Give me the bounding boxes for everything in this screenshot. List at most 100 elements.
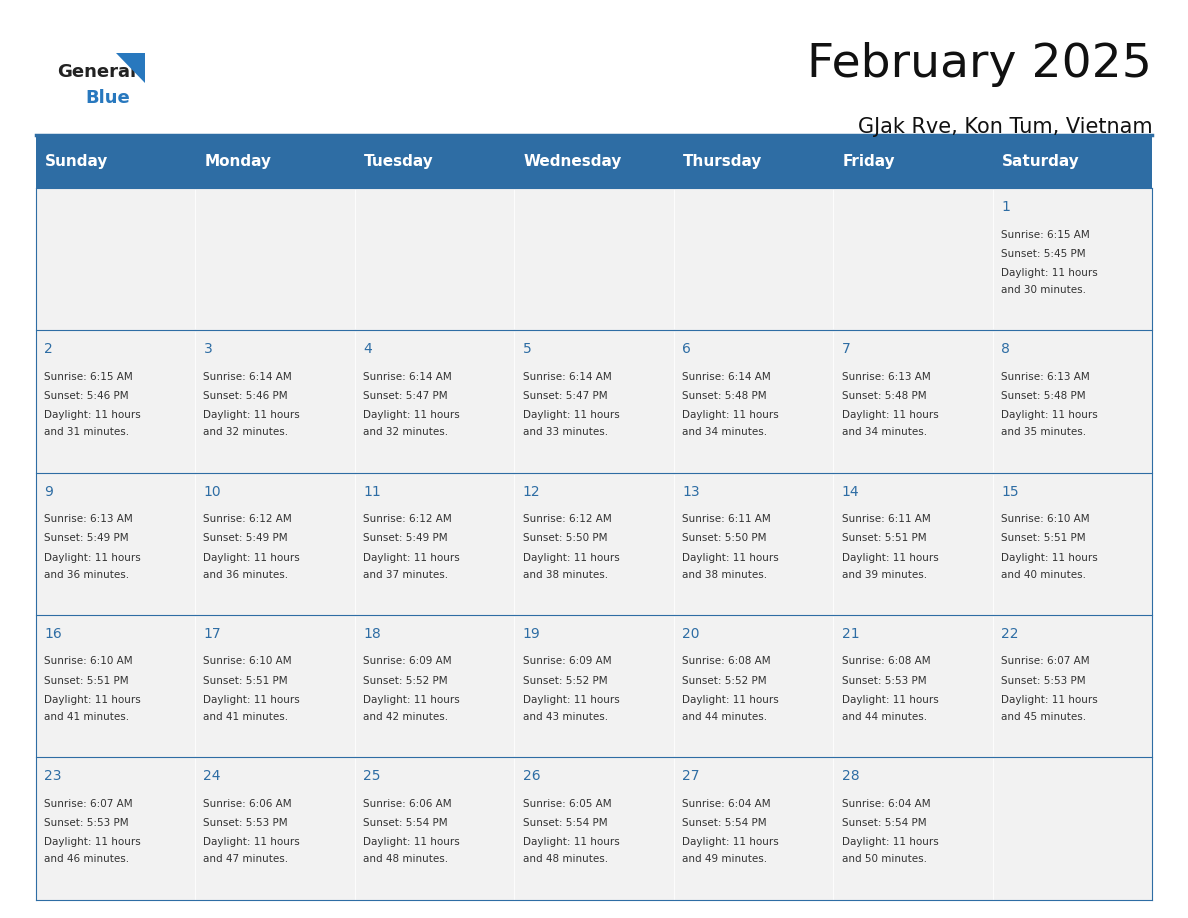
Text: and 43 minutes.: and 43 minutes. bbox=[523, 711, 608, 722]
Bar bbox=[993, 757, 1152, 900]
Text: Daylight: 11 hours: Daylight: 11 hours bbox=[1001, 410, 1098, 420]
Text: Daylight: 11 hours: Daylight: 11 hours bbox=[44, 837, 140, 847]
Text: Sunset: 5:53 PM: Sunset: 5:53 PM bbox=[1001, 676, 1086, 686]
Text: February 2025: February 2025 bbox=[808, 41, 1152, 87]
Text: Sunrise: 6:10 AM: Sunrise: 6:10 AM bbox=[44, 656, 133, 666]
Text: 25: 25 bbox=[364, 769, 380, 783]
Text: and 39 minutes.: and 39 minutes. bbox=[841, 569, 927, 579]
Text: 20: 20 bbox=[682, 627, 700, 641]
Bar bbox=[195, 330, 355, 473]
Text: 27: 27 bbox=[682, 769, 700, 783]
Text: Sunrise: 6:14 AM: Sunrise: 6:14 AM bbox=[523, 372, 612, 382]
Text: 26: 26 bbox=[523, 769, 541, 783]
Text: Sunset: 5:50 PM: Sunset: 5:50 PM bbox=[682, 533, 766, 543]
Text: Daylight: 11 hours: Daylight: 11 hours bbox=[364, 837, 460, 847]
Text: 18: 18 bbox=[364, 627, 381, 641]
Text: Sunset: 5:53 PM: Sunset: 5:53 PM bbox=[841, 676, 927, 686]
Text: and 33 minutes.: and 33 minutes. bbox=[523, 427, 608, 437]
Text: 13: 13 bbox=[682, 485, 700, 498]
Text: Thursday: Thursday bbox=[683, 154, 763, 169]
Text: Sunset: 5:49 PM: Sunset: 5:49 PM bbox=[203, 533, 289, 543]
Text: Sunset: 5:47 PM: Sunset: 5:47 PM bbox=[523, 391, 607, 401]
Text: 9: 9 bbox=[44, 485, 52, 498]
Bar bbox=[355, 615, 514, 757]
Text: Daylight: 11 hours: Daylight: 11 hours bbox=[203, 695, 301, 705]
Bar bbox=[195, 188, 355, 330]
Bar bbox=[355, 757, 514, 900]
Text: Sunset: 5:54 PM: Sunset: 5:54 PM bbox=[523, 818, 607, 828]
Text: Sunset: 5:52 PM: Sunset: 5:52 PM bbox=[523, 676, 607, 686]
Text: Sunset: 5:47 PM: Sunset: 5:47 PM bbox=[364, 391, 448, 401]
Text: Daylight: 11 hours: Daylight: 11 hours bbox=[203, 837, 301, 847]
Bar bbox=[674, 615, 833, 757]
Text: Blue: Blue bbox=[86, 89, 131, 107]
Text: Daylight: 11 hours: Daylight: 11 hours bbox=[523, 553, 619, 563]
Text: Daylight: 11 hours: Daylight: 11 hours bbox=[841, 837, 939, 847]
Text: Sunrise: 6:12 AM: Sunrise: 6:12 AM bbox=[203, 514, 292, 524]
Text: and 37 minutes.: and 37 minutes. bbox=[364, 569, 448, 579]
Text: 5: 5 bbox=[523, 342, 531, 356]
Text: 3: 3 bbox=[203, 342, 213, 356]
Text: Daylight: 11 hours: Daylight: 11 hours bbox=[682, 553, 779, 563]
Text: Sunday: Sunday bbox=[45, 154, 108, 169]
Text: Sunrise: 6:11 AM: Sunrise: 6:11 AM bbox=[841, 514, 930, 524]
Text: Daylight: 11 hours: Daylight: 11 hours bbox=[1001, 695, 1098, 705]
Text: Sunrise: 6:10 AM: Sunrise: 6:10 AM bbox=[1001, 514, 1089, 524]
Text: 23: 23 bbox=[44, 769, 62, 783]
Text: Sunrise: 6:04 AM: Sunrise: 6:04 AM bbox=[841, 799, 930, 809]
Text: Sunset: 5:51 PM: Sunset: 5:51 PM bbox=[1001, 533, 1086, 543]
Bar bbox=[993, 473, 1152, 615]
Text: Sunrise: 6:13 AM: Sunrise: 6:13 AM bbox=[1001, 372, 1089, 382]
Bar bbox=[514, 330, 674, 473]
Text: Sunset: 5:46 PM: Sunset: 5:46 PM bbox=[203, 391, 289, 401]
Text: and 34 minutes.: and 34 minutes. bbox=[682, 427, 767, 437]
Text: Sunset: 5:46 PM: Sunset: 5:46 PM bbox=[44, 391, 128, 401]
Text: Sunrise: 6:08 AM: Sunrise: 6:08 AM bbox=[682, 656, 771, 666]
Text: Sunset: 5:52 PM: Sunset: 5:52 PM bbox=[364, 676, 448, 686]
Text: Sunset: 5:51 PM: Sunset: 5:51 PM bbox=[203, 676, 289, 686]
Bar bbox=[833, 615, 993, 757]
Text: and 36 minutes.: and 36 minutes. bbox=[44, 569, 129, 579]
Bar bbox=[36, 615, 195, 757]
Text: and 42 minutes.: and 42 minutes. bbox=[364, 711, 448, 722]
Text: Daylight: 11 hours: Daylight: 11 hours bbox=[364, 695, 460, 705]
Text: Sunrise: 6:12 AM: Sunrise: 6:12 AM bbox=[523, 514, 612, 524]
Text: and 48 minutes.: and 48 minutes. bbox=[523, 854, 608, 864]
Text: 10: 10 bbox=[203, 485, 221, 498]
Text: Daylight: 11 hours: Daylight: 11 hours bbox=[682, 410, 779, 420]
Bar bbox=[36, 330, 195, 473]
Text: Tuesday: Tuesday bbox=[365, 154, 434, 169]
Text: Daylight: 11 hours: Daylight: 11 hours bbox=[44, 695, 140, 705]
Text: Sunset: 5:54 PM: Sunset: 5:54 PM bbox=[841, 818, 927, 828]
Bar bbox=[833, 473, 993, 615]
Text: Sunset: 5:48 PM: Sunset: 5:48 PM bbox=[682, 391, 766, 401]
Text: and 38 minutes.: and 38 minutes. bbox=[682, 569, 767, 579]
Text: 11: 11 bbox=[364, 485, 381, 498]
Text: and 38 minutes.: and 38 minutes. bbox=[523, 569, 608, 579]
Text: and 32 minutes.: and 32 minutes. bbox=[203, 427, 289, 437]
Text: Sunset: 5:49 PM: Sunset: 5:49 PM bbox=[364, 533, 448, 543]
Text: 1: 1 bbox=[1001, 200, 1010, 214]
Text: 22: 22 bbox=[1001, 627, 1018, 641]
Text: and 50 minutes.: and 50 minutes. bbox=[841, 854, 927, 864]
Text: and 46 minutes.: and 46 minutes. bbox=[44, 854, 129, 864]
Text: 14: 14 bbox=[841, 485, 859, 498]
Bar bbox=[674, 473, 833, 615]
Text: Sunset: 5:54 PM: Sunset: 5:54 PM bbox=[364, 818, 448, 828]
Text: and 45 minutes.: and 45 minutes. bbox=[1001, 711, 1086, 722]
Text: Sunset: 5:51 PM: Sunset: 5:51 PM bbox=[44, 676, 128, 686]
Text: Saturday: Saturday bbox=[1003, 154, 1080, 169]
Text: and 30 minutes.: and 30 minutes. bbox=[1001, 285, 1086, 295]
Bar bbox=[993, 188, 1152, 330]
Text: Friday: Friday bbox=[842, 154, 896, 169]
Text: General: General bbox=[57, 62, 137, 81]
Text: Daylight: 11 hours: Daylight: 11 hours bbox=[841, 695, 939, 705]
Text: Monday: Monday bbox=[204, 154, 272, 169]
Text: 12: 12 bbox=[523, 485, 541, 498]
Text: Sunrise: 6:10 AM: Sunrise: 6:10 AM bbox=[203, 656, 292, 666]
Text: Sunrise: 6:15 AM: Sunrise: 6:15 AM bbox=[44, 372, 133, 382]
Text: and 49 minutes.: and 49 minutes. bbox=[682, 854, 767, 864]
Text: Daylight: 11 hours: Daylight: 11 hours bbox=[44, 410, 140, 420]
Text: and 44 minutes.: and 44 minutes. bbox=[682, 711, 767, 722]
Text: Sunrise: 6:14 AM: Sunrise: 6:14 AM bbox=[364, 372, 451, 382]
